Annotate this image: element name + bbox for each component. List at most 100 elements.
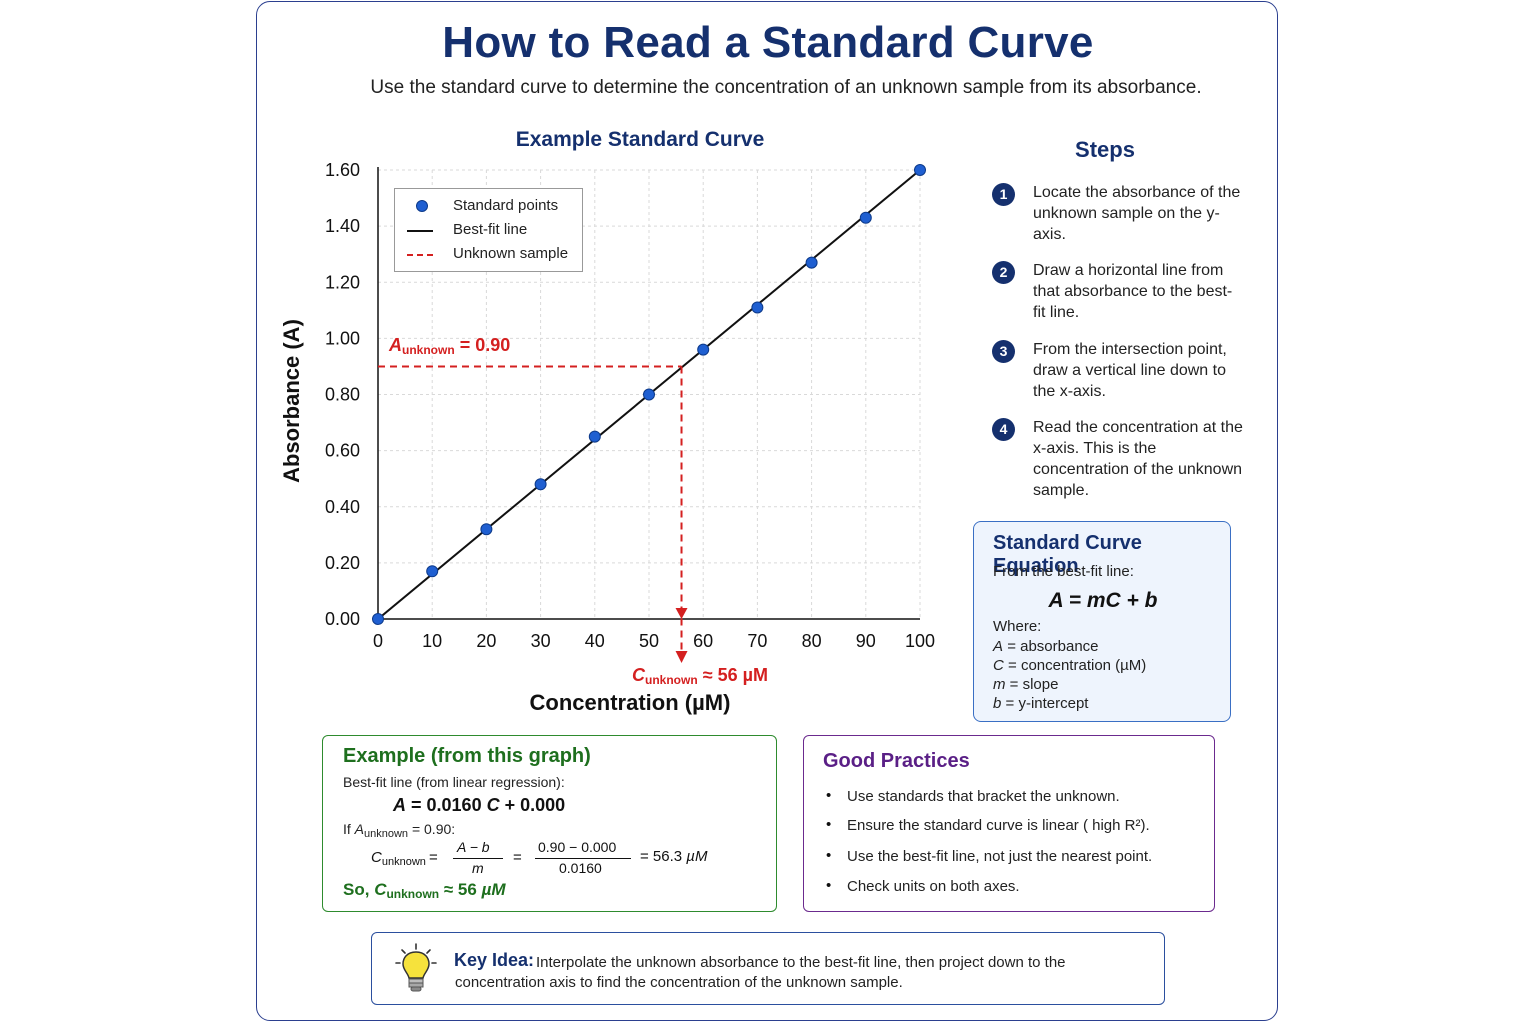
example-if-line: If Aunknown = 0.90: [343,821,455,840]
so-symbol: C [374,880,387,899]
equation-def-m: m = slope [993,676,1058,693]
standard-point [914,164,926,176]
equation-main: A = mC + b [1048,589,1158,612]
standard-curve-chart: 0 10 20 30 40 50 60 70 80 90 100 0.00 0.20 0.40 0.60 0.… [325,160,935,663]
y-tick-label: 0.40 [325,497,360,517]
key-idea-text-line-1: Interpolate the unknown absorbance to th… [536,954,1066,971]
equation-def-b: b = y-intercept [993,695,1088,712]
so-prefix: So, [343,880,370,899]
x-tick-label: 90 [856,631,876,651]
step-number-badge: 2 [992,261,1015,284]
y-tick-label: 0.00 [325,609,360,629]
step-number-badge: 1 [992,183,1015,206]
eq-intercept: + 0.000 [504,795,566,815]
calc-subscript: unknown [381,856,426,868]
steps-title: Steps [1075,137,1135,162]
standard-curve-equation-box: Standard Curve Equation From the best-fi… [973,521,1231,722]
calc-frac1-num: A − b [457,839,490,855]
step-text: Locate the absorbance of the unknown sam… [1033,184,1241,243]
good-practice-item: Ensure the standard curve is linear ( hi… [847,817,1150,834]
y-tick-label: 1.20 [325,272,360,292]
so-value: ≈ 56 [443,880,477,899]
standard-point [588,430,601,443]
if-symbol: A [354,821,365,837]
good-practices-title: Good Practices [823,750,970,772]
unknown-arrowhead-label [675,651,688,663]
legend-unknown-sample: Unknown sample [395,243,582,265]
c-unknown-subscript: unknown [645,673,698,687]
standard-point [805,256,818,269]
calc-frac2-bar [535,858,631,859]
def-desc: = y-intercept [1005,695,1089,712]
calc-result-value: = 56.3 [640,848,683,865]
y-tick-label: 0.60 [325,441,360,461]
a-unknown-subscript: unknown [402,343,455,357]
step-number-badge: 3 [992,340,1015,363]
x-tick-label: 20 [476,631,496,651]
x-axis-title: Concentration (µM) [529,690,731,715]
example-regression-note: Best-fit line (from linear regression): [343,774,565,790]
y-tick-label: 1.00 [325,328,360,348]
chart-legend: Standard points Best-fit line Unknown sa… [394,188,583,272]
def-desc: = absorbance [1007,638,1099,655]
equation-def-c: C = concentration (µM) [993,657,1146,674]
calc-result-unit: µM [686,848,708,865]
equation-where: Where: [993,618,1042,635]
y-tick-label: 0.20 [325,553,360,573]
page-subtitle: Use the standard curve to determine the … [370,77,1202,98]
calc-equals-1: = [429,849,438,866]
page-frame [256,1,1278,1021]
standard-point [697,343,710,356]
c-unknown-annotation: Cunknown ≈ 56 µM [632,665,768,687]
standard-point [480,523,493,536]
example-box-title: Example (from this graph) [343,745,591,767]
standard-point [751,301,764,314]
c-unknown-symbol: C [632,665,645,685]
step-text: From the intersection point, draw a vert… [1033,341,1227,400]
x-tick-label: 60 [693,631,713,651]
legend-solid-line [407,230,433,232]
calc-c-unknown: Cunknown [371,849,426,868]
eq-slope: = 0.0160 [411,795,482,815]
x-tick-label: 70 [747,631,767,651]
if-prefix: If [343,821,351,837]
c-unknown-value: ≈ 56 µM [702,665,768,685]
bullet-icon: • [826,877,832,894]
calc-frac2-den: 0.0160 [559,860,602,876]
y-axis-title: Absorbance (A) [279,319,304,483]
good-practice-item: Check units on both axes. [847,878,1020,895]
standard-point [426,565,439,578]
chart-title: Example Standard Curve [515,128,765,151]
example-fit-equation: A = 0.0160 C + 0.000 [393,795,565,816]
def-symbol: b [993,695,1002,712]
bullet-icon: • [826,847,832,864]
example-conclusion: So, Cunknown ≈ 56 µM [343,880,506,901]
so-subscript: unknown [386,887,440,901]
lightbulb-icon [395,943,437,992]
key-idea-text-line-2: concentration axis to find the concentra… [455,974,903,991]
equation-box-title: Standard Curve Equation [993,532,1142,577]
x-tick-label: 40 [585,631,605,651]
def-desc: = concentration (µM) [1008,657,1147,674]
equation-def-a: A = absorbance [993,638,1099,655]
def-symbol: C [993,657,1004,674]
x-tick-label: 80 [802,631,822,651]
y-tick-label: 0.80 [325,385,360,405]
x-tick-label: 0 [373,631,383,651]
standard-point [372,613,384,625]
example-box: Example (from this graph) Best-fit line … [322,735,777,912]
step-text: Draw a horizontal line from that absorba… [1033,262,1233,321]
y-tick-label: 1.60 [325,160,360,180]
standard-point [643,388,655,401]
if-subscript: unknown [364,828,409,840]
calc-equals-2: = [513,849,522,866]
so-unit: µM [481,880,506,899]
legend-dashed-line [407,254,433,256]
calc-symbol: C [371,849,382,866]
calc-frac1-bar [453,858,503,859]
eq-symbol-a: A [393,795,406,815]
legend-label: Standard points [453,197,559,214]
x-tick-label: 30 [531,631,551,651]
standard-point [534,478,547,491]
legend-dot-marker [416,200,428,212]
